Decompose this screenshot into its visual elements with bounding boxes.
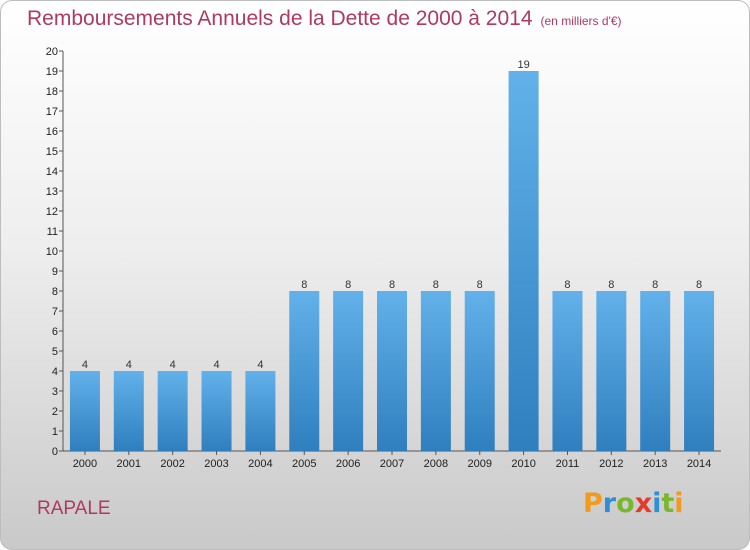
- x-tick-label: 2004: [248, 458, 272, 470]
- data-label: 4: [82, 359, 88, 371]
- logo-letter: P: [583, 488, 603, 519]
- data-label: 4: [257, 359, 263, 371]
- x-tick-label: 2001: [117, 458, 141, 470]
- x-tick-label: 2013: [643, 458, 667, 470]
- y-tick-label: 7: [52, 306, 58, 318]
- x-tick-label: 2008: [424, 458, 448, 470]
- y-tick-label: 12: [46, 206, 58, 218]
- bar: [684, 291, 715, 451]
- logo-letter: o: [616, 488, 635, 519]
- y-tick-label: 2: [52, 406, 58, 418]
- bar: [508, 71, 539, 451]
- data-label: 4: [126, 359, 132, 371]
- bar: [69, 371, 100, 451]
- y-tick-label: 13: [46, 186, 58, 198]
- data-label: 8: [301, 279, 307, 291]
- logo-letter: x: [634, 488, 653, 519]
- x-tick-label: 2003: [204, 458, 228, 470]
- bar: [640, 291, 671, 451]
- logo-letter: t: [661, 488, 675, 519]
- bar: [552, 291, 583, 451]
- y-tick-label: 16: [46, 126, 58, 138]
- logo-letter: r: [602, 488, 617, 519]
- bar: [464, 291, 495, 451]
- x-tick-label: 2005: [292, 458, 316, 470]
- x-tick-label: 2002: [160, 458, 184, 470]
- y-tick-label: 4: [52, 366, 58, 378]
- y-tick-label: 17: [46, 106, 58, 118]
- x-tick-label: 2006: [336, 458, 360, 470]
- y-tick-label: 1: [52, 426, 58, 438]
- data-label: 8: [477, 279, 483, 291]
- x-tick-label: 2011: [556, 458, 580, 470]
- bar: [333, 291, 364, 451]
- y-tick-label: 20: [46, 46, 58, 58]
- bar: [289, 291, 320, 451]
- data-label: 8: [652, 279, 658, 291]
- y-tick-label: 14: [46, 166, 58, 178]
- bar: [377, 291, 407, 451]
- y-tick-label: 10: [46, 246, 58, 258]
- data-label: 8: [345, 279, 351, 291]
- x-tick-label: 2010: [511, 458, 535, 470]
- y-tick-label: 18: [46, 86, 58, 98]
- y-tick-label: 8: [52, 286, 58, 298]
- x-tick-label: 2012: [599, 458, 623, 470]
- bar: [157, 371, 188, 451]
- data-label: 8: [608, 279, 614, 291]
- bar: [420, 291, 451, 451]
- y-tick-label: 5: [52, 346, 58, 358]
- proxiti-logo: Proxiti: [583, 488, 684, 519]
- chart-subtitle: (en milliers d'€): [540, 14, 622, 28]
- bar: [596, 291, 627, 451]
- data-label: 4: [213, 359, 219, 371]
- y-tick-label: 0: [52, 446, 58, 458]
- y-tick-label: 19: [46, 66, 58, 78]
- x-tick-label: 2009: [467, 458, 491, 470]
- data-label: 4: [170, 359, 176, 371]
- commune-name: RAPALE: [37, 498, 111, 519]
- data-label: 19: [517, 59, 529, 71]
- y-tick-label: 11: [47, 226, 58, 238]
- x-tick-label: 2014: [687, 458, 711, 470]
- chart-title-text: Remboursements Annuels de la Dette de 20…: [27, 7, 533, 30]
- y-tick-label: 6: [52, 326, 58, 338]
- bar: [245, 371, 276, 451]
- logo-letter: i: [652, 488, 662, 519]
- x-tick-label: 2007: [380, 458, 404, 470]
- x-tick-label: 2000: [73, 458, 97, 470]
- bar: [113, 371, 144, 451]
- chart-title: Remboursements Annuels de la Dette de 20…: [27, 7, 622, 31]
- y-tick-label: 3: [52, 386, 58, 398]
- data-label: 8: [696, 279, 702, 291]
- data-label: 8: [564, 279, 570, 291]
- y-tick-label: 9: [52, 266, 58, 278]
- logo-letter: i: [674, 488, 684, 519]
- chart-bars: 4 4 4 4 4 8 8 8 8 8 19 8 8 8 8: [69, 59, 715, 451]
- data-label: 8: [433, 279, 439, 291]
- bar: [201, 371, 232, 451]
- data-label: 8: [389, 279, 395, 291]
- y-tick-label: 15: [46, 146, 58, 158]
